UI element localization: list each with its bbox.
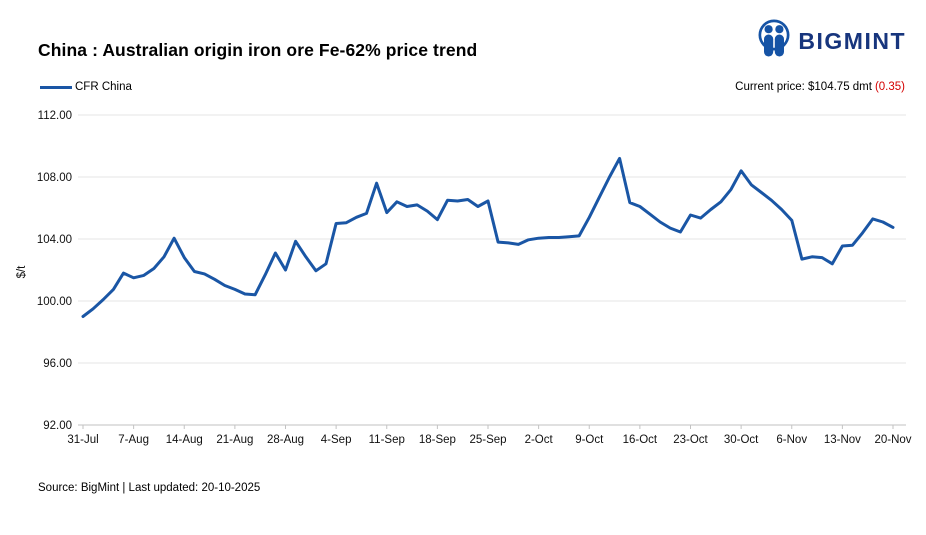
legend: CFR China (40, 81, 132, 93)
x-tick-label: 21-Aug (216, 434, 253, 446)
x-tick-label: 9-Oct (575, 434, 604, 446)
x-tick-label: 2-Oct (525, 434, 554, 446)
x-tick-label: 28-Aug (267, 434, 304, 446)
x-tick-label: 30-Oct (724, 434, 759, 446)
y-tick-label: 100.00 (37, 296, 72, 308)
bigmint-people-icon (757, 19, 791, 64)
x-tick-label: 25-Sep (469, 434, 506, 446)
y-axis-title: $/t (16, 265, 28, 279)
bigmint-logo: BIGMINT (757, 19, 906, 64)
price-line (81, 156, 895, 318)
x-tick-label: 31-Jul (67, 434, 98, 446)
y-tick-label: 108.00 (37, 172, 72, 184)
x-tick-label: 13-Nov (824, 434, 861, 446)
current-price-text: Current price: $104.75 dmt (735, 81, 872, 93)
x-tick-label: 18-Sep (419, 434, 456, 446)
y-tick-label: 96.00 (43, 358, 72, 370)
x-tick-label: 20-Nov (874, 434, 911, 446)
legend-line-swatch (40, 85, 72, 89)
x-tick-label: 4-Sep (321, 434, 352, 446)
current-price: Current price: $104.75 dmt (0.35) (735, 81, 905, 93)
x-tick-label: 16-Oct (623, 434, 658, 446)
footer-source-text: Source: BigMint | Last updated: 20-10-20… (38, 482, 261, 494)
x-tick-label: 14-Aug (166, 434, 203, 446)
current-price-change: (0.35) (874, 81, 905, 93)
chart-title: China : Australian origin iron ore Fe-62… (38, 40, 478, 60)
y-tick-label: 92.00 (43, 420, 72, 432)
x-tick-label: 6-Nov (776, 434, 807, 446)
legend-label: CFR China (75, 81, 132, 93)
y-tick-label: 112.00 (38, 110, 72, 122)
x-tick-label: 7-Aug (118, 434, 149, 446)
y-tick-label: 104.00 (37, 234, 72, 246)
x-tick-label: 11-Sep (369, 434, 405, 446)
bigmint-logo-text: BIGMINT (798, 28, 906, 54)
x-tick-label: 23-Oct (673, 434, 708, 446)
